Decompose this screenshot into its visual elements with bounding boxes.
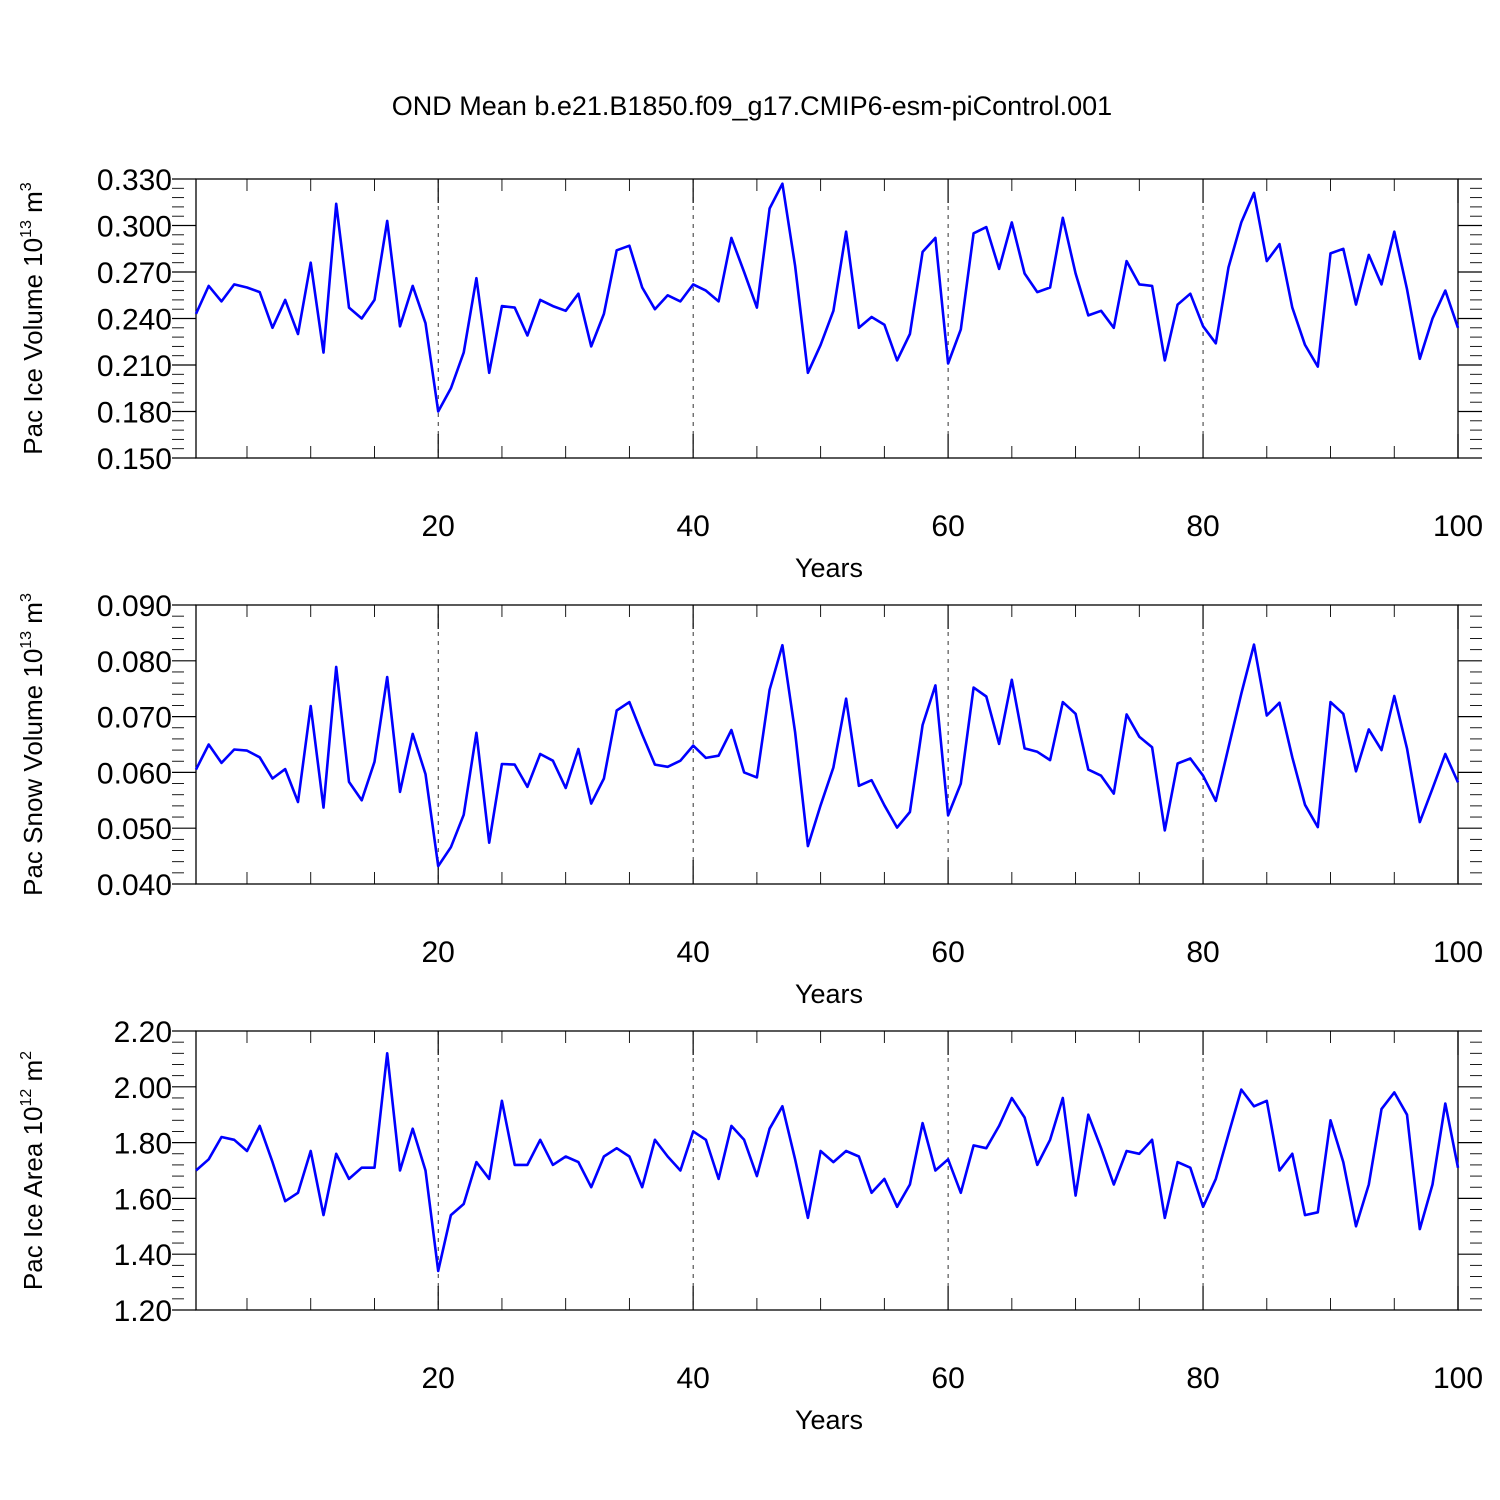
panel-1: 0.150 0.180 0.210 0.240 0.270 0.300 0.330 20 40 6… <box>18 164 1483 583</box>
y-label-exponent: 13 <box>18 631 35 649</box>
series-line <box>194 182 1460 413</box>
y-tick-label: 0.040 <box>97 869 172 902</box>
y-axis-label: Pac Ice Area 1012 m2 <box>18 1051 48 1290</box>
panel-2: 0.040 0.050 0.060 0.070 0.080 0.090 20 40 60 80 10… <box>18 590 1483 1009</box>
x-axis-label: Years <box>795 553 863 583</box>
y-tick-label: 1.60 <box>114 1183 172 1216</box>
x-tick-label: 20 <box>422 510 455 543</box>
y-tick-label: 1.20 <box>114 1295 172 1328</box>
y-tick-label: 0.330 <box>97 164 172 197</box>
y-tick-label: 1.40 <box>114 1239 172 1272</box>
y-tick-label: 0.180 <box>97 397 172 430</box>
y-axis-label: Pac Snow Volume 1013 m3 <box>18 593 48 896</box>
panels: 0.150 0.180 0.210 0.240 0.270 0.300 0.330 20 40 6… <box>18 164 1483 1435</box>
x-tick-label: 100 <box>1433 1362 1483 1395</box>
x-tick-label: 60 <box>931 1362 964 1395</box>
y-tick-label: 0.300 <box>97 211 172 244</box>
x-tick-label: 80 <box>1186 510 1219 543</box>
y-tick-label: 2.20 <box>114 1016 172 1049</box>
y-tick-label: 0.270 <box>97 257 172 290</box>
x-axis-label: Years <box>795 979 863 1009</box>
series-line <box>195 1052 1460 1273</box>
y-label-text: Pac Ice Volume 10 <box>18 238 48 455</box>
x-tick-label: 40 <box>676 936 709 969</box>
x-tick-label: 20 <box>422 1362 455 1395</box>
y-label-unit-exponent: 3 <box>18 182 35 191</box>
x-tick-label: 40 <box>676 1362 709 1395</box>
y-tick-label: 0.060 <box>97 757 172 790</box>
x-axis-label: Years <box>795 1405 863 1435</box>
y-label-unit: m <box>18 602 48 631</box>
y-tick-label: 0.150 <box>97 443 172 476</box>
y-label-unit: m <box>18 1060 48 1089</box>
x-tick-label: 40 <box>676 510 709 543</box>
x-tick-label: 20 <box>422 936 455 969</box>
figure-title: OND Mean b.e21.B1850.f09_g17.CMIP6-esm-p… <box>392 91 1112 121</box>
y-tick-label: 2.00 <box>114 1072 172 1105</box>
y-tick-label: 0.080 <box>97 646 172 679</box>
y-label-exponent: 13 <box>18 220 35 238</box>
y-label-text: Pac Ice Area 10 <box>18 1107 48 1291</box>
y-tick-label: 0.240 <box>97 304 172 337</box>
panel-3: 1.20 1.40 1.60 1.80 2.00 2.20 20 40 60 80 100 Years… <box>18 1016 1483 1435</box>
y-tick-label: 0.090 <box>97 590 172 623</box>
x-tick-label: 80 <box>1186 936 1219 969</box>
x-tick-label: 60 <box>931 936 964 969</box>
y-tick-label: 1.80 <box>114 1128 172 1161</box>
x-tick-label: 100 <box>1433 510 1483 543</box>
x-tick-label: 80 <box>1186 1362 1219 1395</box>
x-tick-label: 100 <box>1433 936 1483 969</box>
y-label-text: Pac Snow Volume 10 <box>18 649 48 896</box>
y-tick-label: 0.210 <box>97 350 172 383</box>
x-tick-label: 60 <box>931 510 964 543</box>
y-label-unit: m <box>18 191 48 220</box>
y-tick-label: 0.050 <box>97 813 172 846</box>
y-label-unit-exponent: 3 <box>18 593 35 602</box>
y-tick-label: 0.070 <box>97 702 172 735</box>
plot-frame <box>195 604 1459 885</box>
plot-frame <box>195 178 1459 459</box>
series-line <box>194 643 1460 868</box>
y-axis-label: Pac Ice Volume 1013 m3 <box>18 182 48 455</box>
y-label-unit-exponent: 2 <box>18 1051 35 1060</box>
y-label-exponent: 12 <box>18 1089 35 1107</box>
